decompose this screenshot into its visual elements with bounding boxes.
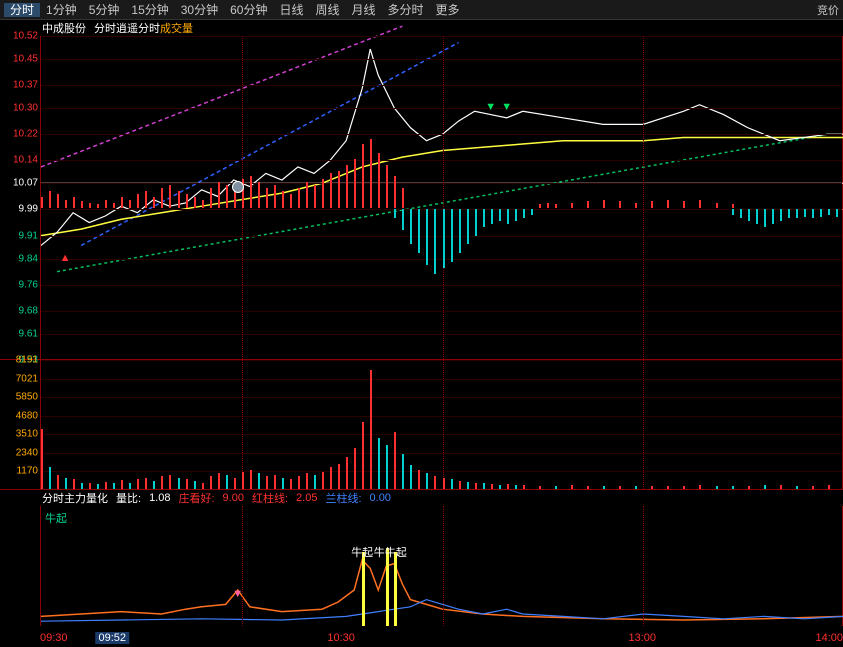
volume-tick: 4680 [0, 410, 38, 421]
price-tick: 10.37 [0, 80, 38, 91]
pink-marker-icon: ▼ [232, 588, 243, 600]
price-tick: 10.07 [0, 178, 38, 189]
volume-tick: 3510 [0, 429, 38, 440]
timeframe-tabs: 分时1分钟5分钟15分钟30分钟60分钟日线周线月线多分时更多 竞价 [0, 0, 843, 20]
volume-tick: 1170 [0, 466, 38, 477]
bull-marker: 牛起 [351, 544, 373, 560]
circle-marker-icon [232, 181, 244, 193]
price-y-axis: 10.5210.4510.3710.3010.2210.1410.079.999… [0, 36, 40, 359]
volume-tick: 7021 [0, 373, 38, 384]
time-label: 09:30 [40, 632, 68, 644]
price-tick: 9.68 [0, 305, 38, 316]
indicator-header-item: 9.00 [223, 492, 244, 504]
timeframe-tab[interactable]: 5分钟 [83, 3, 126, 17]
price-tick: 10.30 [0, 103, 38, 114]
volume-tick: 2340 [0, 447, 38, 458]
header-item: 分时 [94, 23, 116, 35]
indicator-header-item: 0.00 [370, 492, 391, 504]
timeframe-tab[interactable]: 分时 [4, 3, 40, 17]
indicator-plot[interactable]: 牛起 牛起牛牛起▼ [40, 506, 843, 626]
header-item: 成交量 [160, 23, 193, 35]
time-label: 09:52 [96, 632, 130, 644]
indicator-header-item: 兰柱线: [325, 490, 361, 506]
timeframe-tab[interactable]: 1分钟 [40, 3, 83, 17]
volume-tick: 8191 [0, 355, 38, 366]
indicator-header-item: 分时主力量化 [42, 490, 108, 506]
timeframe-tab[interactable]: 周线 [309, 3, 345, 17]
timeframe-tab[interactable]: 多分时 [382, 3, 430, 17]
bull-marker: 牛牛起 [374, 544, 407, 560]
timeframe-tab[interactable]: 更多 [430, 3, 466, 17]
indicator-header-item: 量比: [116, 490, 141, 506]
price-plot[interactable]: ▼ ▼ ▲ [40, 36, 843, 359]
time-label: 13:00 [628, 632, 656, 644]
indicator-header-item: 1.08 [149, 492, 170, 504]
timeframe-tab[interactable]: 30分钟 [175, 3, 224, 17]
arrow-down-icon: ▼ [485, 101, 496, 113]
price-tick: 9.84 [0, 253, 38, 264]
indicator-header-item: 2.05 [296, 492, 317, 504]
auction-label[interactable]: 竞价 [817, 2, 839, 18]
time-label: 14:00 [815, 632, 843, 644]
indicator-header-item: 红柱线: [252, 490, 288, 506]
volume-y-axis: 8191702158504680351023401170 [0, 360, 40, 489]
timeframe-tab[interactable]: 60分钟 [224, 3, 273, 17]
stock-name: 中成股份 [42, 20, 86, 36]
price-tick: 9.76 [0, 279, 38, 290]
arrow-down-icon: ▼ [501, 101, 512, 113]
header-item: 逍遥分时 [116, 23, 160, 35]
price-tick: 9.61 [0, 328, 38, 339]
volume-tick: 5850 [0, 392, 38, 403]
time-axis: 09:30 09:52 10:30 13:00 14:00 [0, 626, 843, 646]
arrow-up-icon: ▲ [60, 252, 71, 264]
price-tick: 10.45 [0, 53, 38, 64]
timeframe-tab[interactable]: 日线 [273, 3, 309, 17]
indicator-pane[interactable]: 牛起 牛起牛牛起▼ [0, 506, 843, 626]
price-tick: 10.14 [0, 155, 38, 166]
time-label: 10:30 [327, 632, 355, 644]
chart-header: 中成股份 分时逍遥分时成交量 [0, 20, 843, 36]
timeframe-tab[interactable]: 月线 [346, 3, 382, 17]
volume-pane[interactable]: 8191702158504680351023401170 [0, 360, 843, 490]
volume-plot[interactable] [40, 360, 843, 489]
price-pane[interactable]: 10.5210.4510.3710.3010.2210.1410.079.999… [0, 36, 843, 360]
price-tick: 10.52 [0, 31, 38, 42]
price-tick: 9.99 [0, 204, 38, 215]
price-tick: 9.91 [0, 230, 38, 241]
indicator-y-axis [0, 506, 40, 626]
indicator-header: 分时主力量化量比: 1.08 庄看好: 9.00 红柱线: 2.05 兰柱线: 0.00 [0, 490, 843, 506]
price-tick: 10.22 [0, 129, 38, 140]
timeframe-tab[interactable]: 15分钟 [125, 3, 174, 17]
indicator-header-item: 庄看好: [178, 490, 214, 506]
